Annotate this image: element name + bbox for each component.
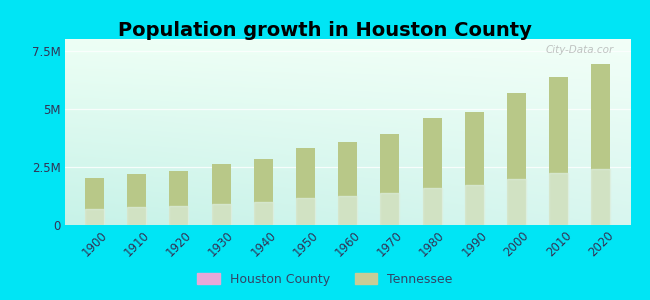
Bar bbox=[85, 208, 104, 225]
Bar bbox=[592, 64, 610, 225]
Bar bbox=[170, 206, 188, 225]
Bar bbox=[338, 196, 358, 225]
Bar bbox=[85, 178, 104, 225]
Bar bbox=[465, 112, 484, 225]
Text: Population growth in Houston County: Population growth in Houston County bbox=[118, 21, 532, 40]
Bar bbox=[422, 188, 441, 225]
Bar bbox=[507, 179, 526, 225]
Bar bbox=[254, 202, 273, 225]
Bar bbox=[127, 174, 146, 225]
Text: City-Data.cor: City-Data.cor bbox=[545, 45, 614, 55]
Bar bbox=[549, 77, 568, 225]
Bar bbox=[296, 148, 315, 225]
Bar bbox=[254, 159, 273, 225]
Legend: Houston County, Tennessee: Houston County, Tennessee bbox=[192, 268, 458, 291]
Bar bbox=[212, 204, 231, 225]
Bar bbox=[465, 185, 484, 225]
Bar bbox=[380, 193, 400, 225]
Bar bbox=[296, 198, 315, 225]
Bar bbox=[170, 171, 188, 225]
Bar bbox=[127, 207, 146, 225]
Bar bbox=[212, 164, 231, 225]
Bar bbox=[507, 93, 526, 225]
Bar bbox=[592, 169, 610, 225]
Bar bbox=[380, 134, 400, 225]
Bar bbox=[422, 118, 441, 225]
Bar bbox=[338, 142, 358, 225]
Bar bbox=[549, 173, 568, 225]
